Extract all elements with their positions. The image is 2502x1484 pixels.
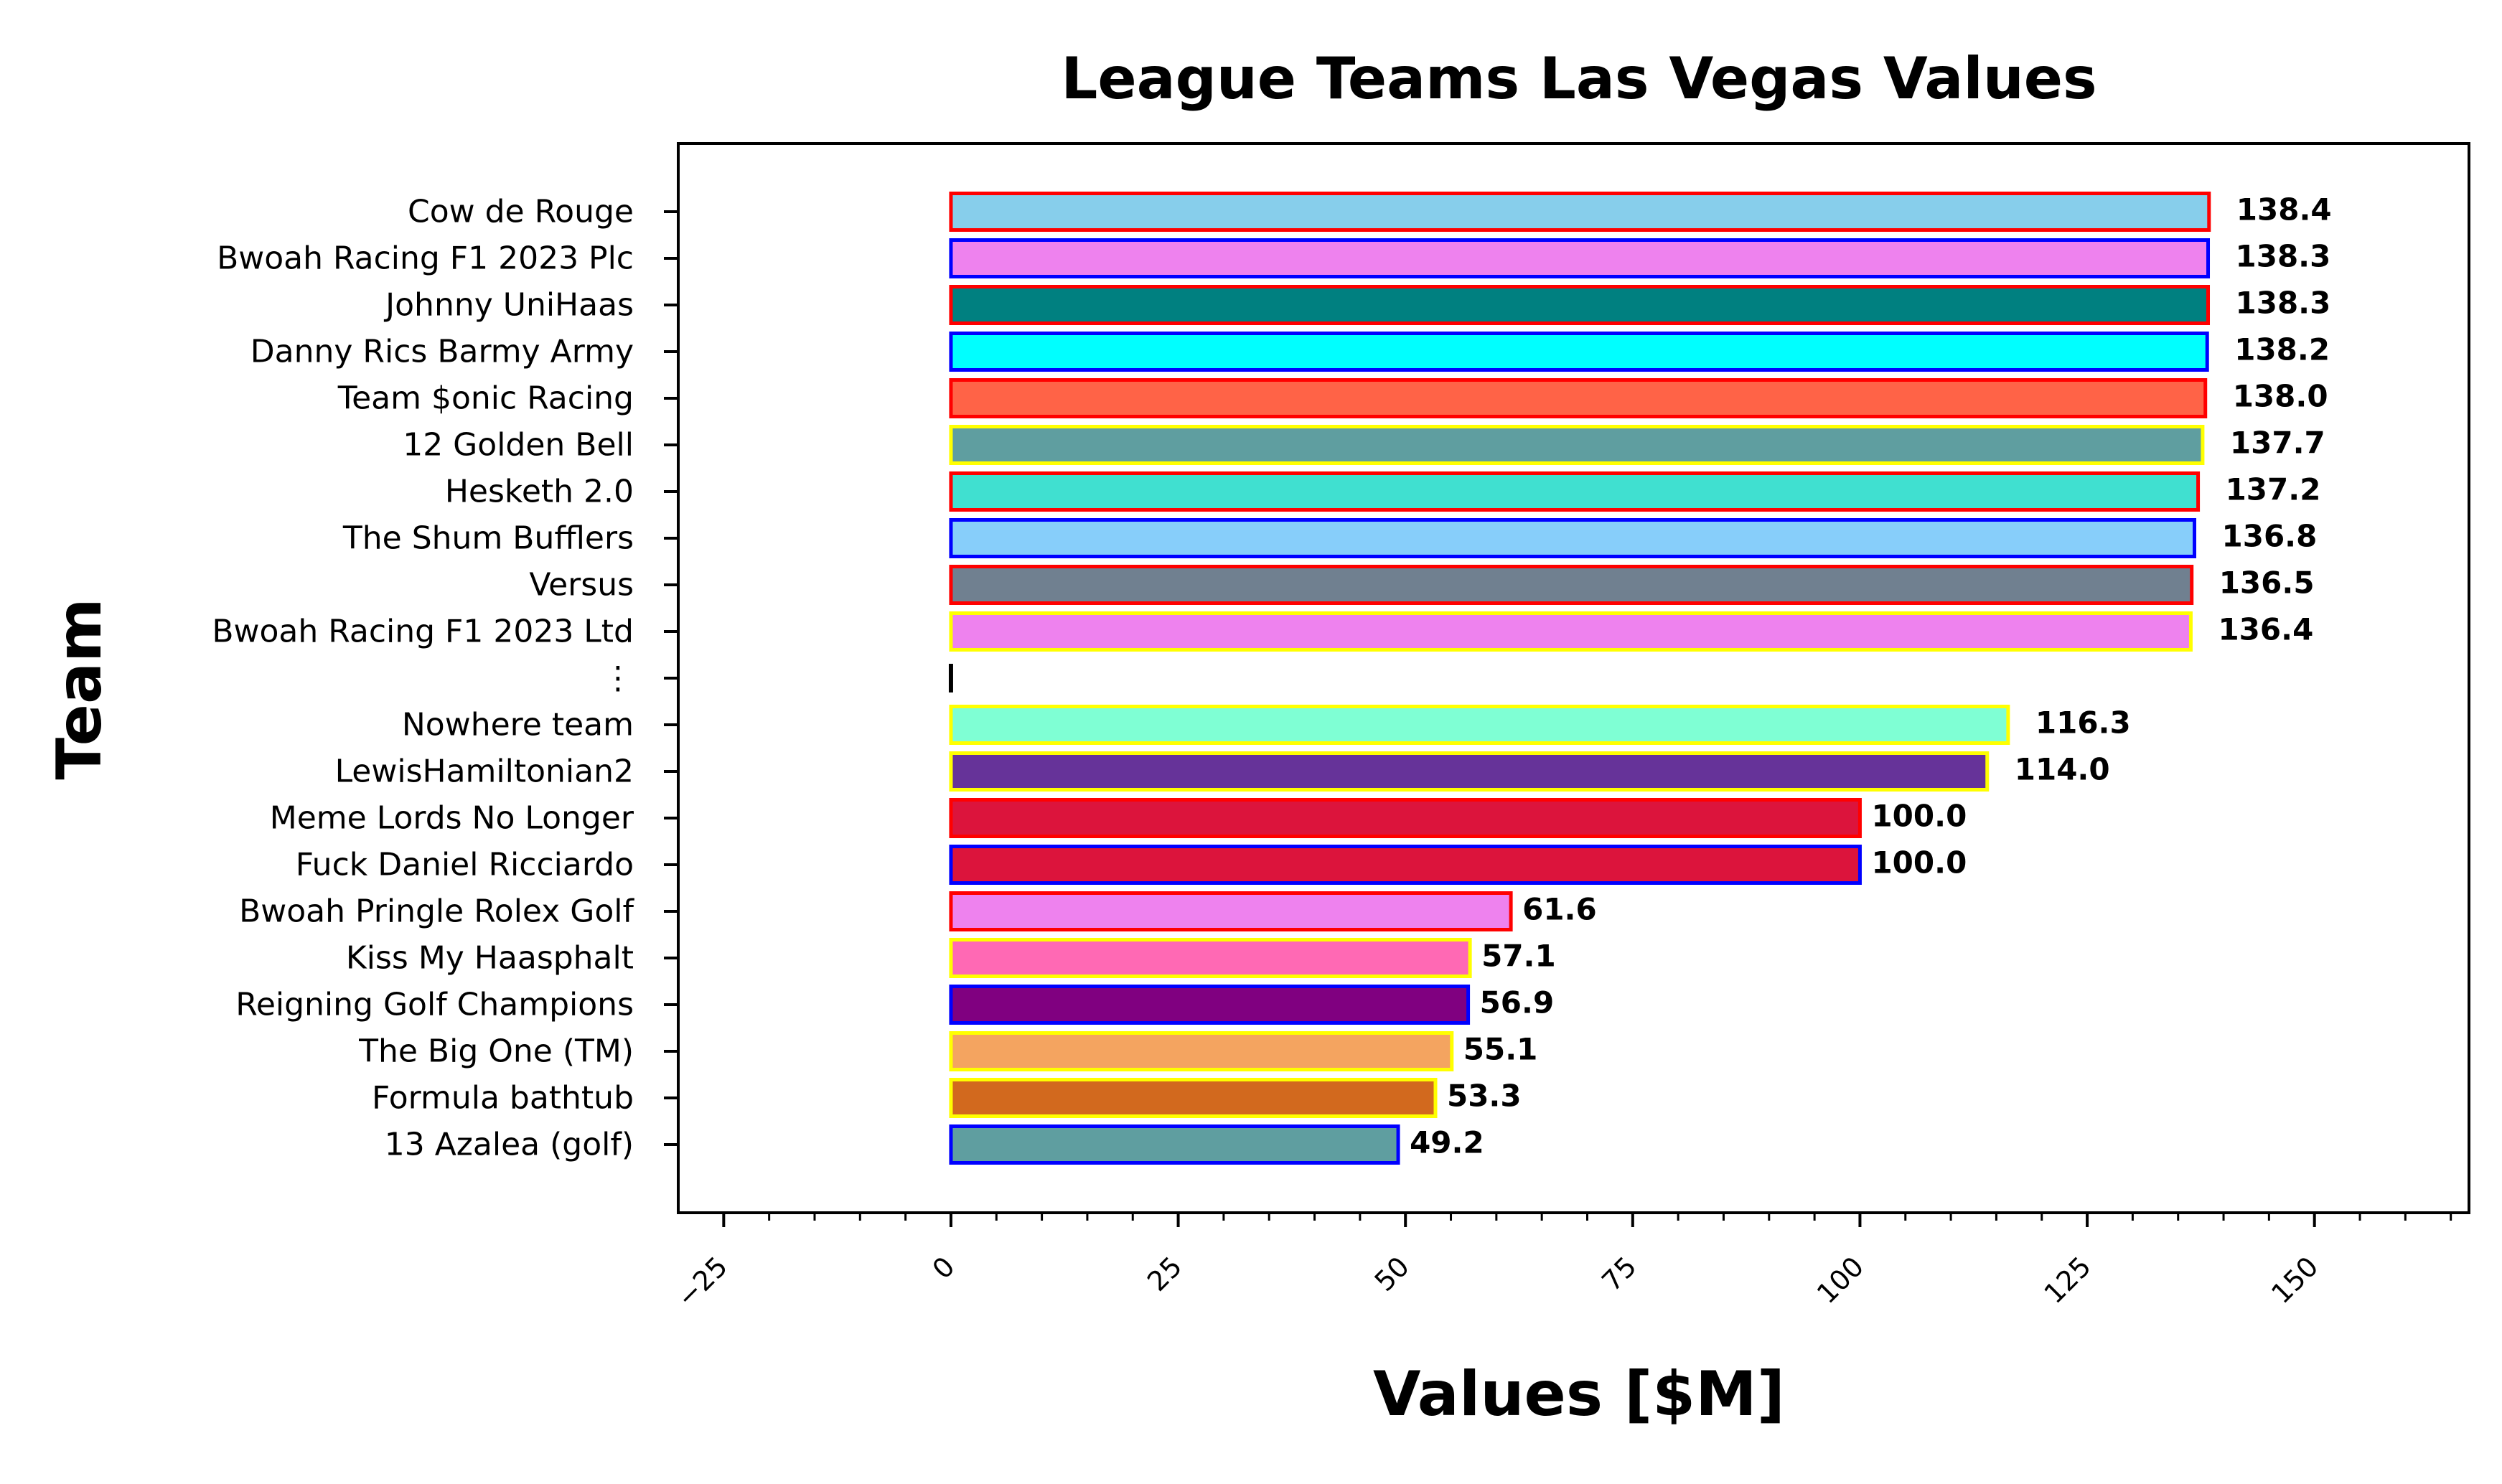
y-tick-label: Nowhere team [402, 707, 634, 743]
y-tick-label: Johnny UniHaas [383, 287, 634, 324]
data-label: 138.3 [2236, 286, 2331, 321]
y-tick-label: Team $onic Racing [337, 380, 634, 417]
bar [949, 425, 2205, 465]
y-tick-label: Bwoah Pringle Rolex Golf [239, 893, 634, 930]
data-label: 61.6 [1522, 892, 1597, 927]
data-label: 114.0 [2015, 752, 2110, 787]
y-tick-label: Hesketh 2.0 [445, 474, 634, 510]
x-axis-title: Values [$M] [1373, 1358, 1785, 1430]
y-axis: Cow de Rouge Bwoah Racing F1 2023 Plc John… [212, 194, 678, 1163]
y-tick-label: Reigning Golf Champions [235, 987, 634, 1023]
data-label: 100.0 [1871, 845, 1967, 880]
y-tick-label: Danny Rics Barmy Army [250, 334, 634, 370]
bar [949, 518, 2197, 558]
bar [949, 565, 2194, 605]
data-label: 116.3 [2035, 705, 2131, 741]
y-tick-label: Cow de Rouge [408, 194, 634, 230]
y-tick-label: Fuck Daniel Ricciardo [296, 847, 634, 883]
data-label: 137.7 [2230, 426, 2325, 461]
bar [949, 1031, 1454, 1071]
bar [949, 1078, 1438, 1118]
data-label: 138.0 [2233, 379, 2328, 414]
x-tick-label: 0 [927, 1251, 961, 1285]
data-labels: 138.4 138.3 138.3 138.2 138.0 137.7 137.2 136.8… [1410, 192, 2332, 1160]
y-tick-label: Bwoah Racing F1 2023 Ltd [212, 614, 634, 650]
data-label: 49.2 [1410, 1125, 1484, 1160]
bar [949, 1124, 1400, 1165]
x-tick-label: 75 [1596, 1251, 1642, 1297]
bar [949, 285, 2211, 325]
bars [948, 192, 2211, 1165]
bar [949, 238, 2211, 278]
data-label: 138.3 [2236, 239, 2331, 274]
data-label: 137.2 [2226, 472, 2321, 507]
x-tick-label: 125 [2038, 1251, 2096, 1310]
x-tick-label: −25 [670, 1251, 734, 1314]
bar [949, 378, 2208, 418]
y-tick-label: 13 Azalea (golf) [385, 1127, 634, 1163]
y-tick-label: LewisHamiltonian2 [335, 753, 634, 790]
data-label: 136.4 [2218, 612, 2313, 647]
y-tick-label: The Big One (TM) [358, 1033, 634, 1070]
data-label: 138.2 [2234, 332, 2330, 367]
y-tick-label: The Shum Bufflers [342, 520, 634, 557]
bar [949, 611, 2193, 652]
bar [949, 705, 2010, 745]
bar [949, 332, 2209, 372]
data-label: 100.0 [1871, 799, 1967, 834]
x-tick-label: 150 [2265, 1251, 2324, 1310]
x-tick-label: 25 [1141, 1251, 1188, 1297]
data-label: 136.8 [2222, 519, 2318, 554]
y-tick-label: Formula bathtub [372, 1080, 634, 1117]
bar [949, 798, 1862, 838]
bar [949, 845, 1862, 885]
data-label: 55.1 [1463, 1032, 1538, 1067]
bar [949, 891, 1513, 931]
y-tick-label: Versus [529, 567, 634, 604]
data-label: 136.5 [2219, 565, 2315, 601]
y-tick-label: Kiss My Haasphalt [346, 940, 634, 977]
bar [949, 985, 1471, 1025]
x-tick-label: 100 [1811, 1251, 1870, 1310]
chart-title: League Teams Las Vegas Values [1061, 45, 2096, 112]
y-tick-label: Bwoah Racing F1 2023 Plc [217, 240, 634, 277]
data-label: 57.1 [1481, 939, 1556, 974]
y-tick-label: ⋮ [602, 660, 634, 697]
x-tick-label: 50 [1369, 1251, 1415, 1297]
y-axis-title: Team [44, 598, 116, 779]
y-tick-label: Meme Lords No Longer [270, 800, 634, 837]
bar [949, 471, 2201, 512]
bar [949, 192, 2211, 232]
bar [949, 938, 1472, 978]
data-label: 56.9 [1480, 985, 1555, 1020]
x-axis: −25 0 25 50 75 100 125 150 [670, 1213, 2452, 1314]
data-label: 53.3 [1447, 1079, 1522, 1114]
data-label: 138.4 [2236, 192, 2332, 227]
bar [949, 751, 1990, 792]
y-tick-label: 12 Golden Bell [403, 427, 634, 464]
